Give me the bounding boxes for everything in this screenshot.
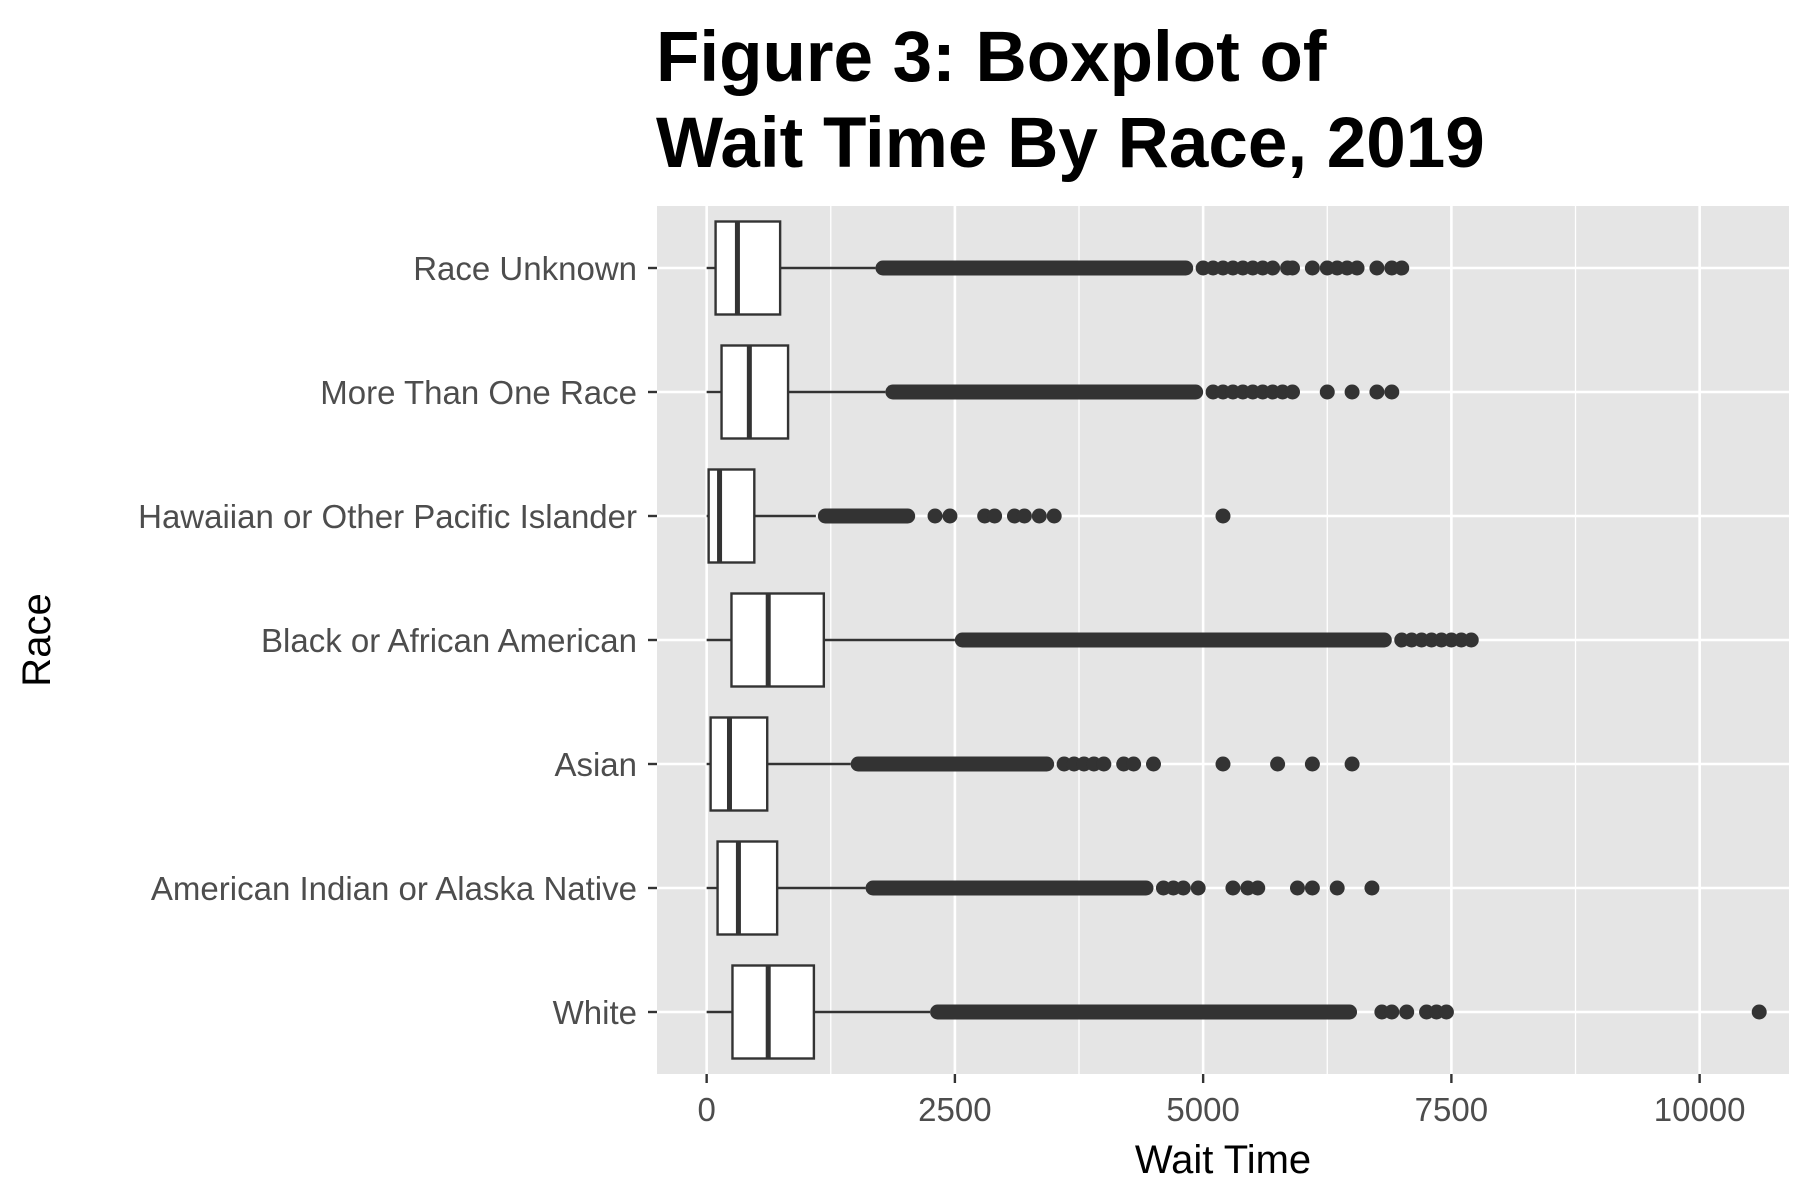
outlier-point xyxy=(1344,384,1360,400)
outlier-cluster xyxy=(885,384,1204,400)
outlier-cluster xyxy=(850,756,1055,772)
outlier-point xyxy=(1304,260,1320,276)
outlier-point xyxy=(1031,508,1047,524)
box-group xyxy=(706,840,1380,936)
outlier-point xyxy=(1190,880,1206,896)
outlier-point xyxy=(1285,384,1301,400)
x-tick-label: 7500 xyxy=(1415,1091,1488,1128)
x-tick-label: 0 xyxy=(697,1091,715,1128)
y-tick-label: White xyxy=(553,994,637,1031)
outlier-cluster xyxy=(930,1004,1358,1020)
x-tick-label: 10000 xyxy=(1654,1091,1746,1128)
box-group xyxy=(706,716,1360,812)
outlier-point xyxy=(1215,508,1231,524)
chart-title-line-2: Wait Time By Race, 2019 xyxy=(656,104,1485,183)
outlier-point xyxy=(1285,260,1301,276)
outlier-point xyxy=(1364,880,1380,896)
outlier-cluster xyxy=(817,508,916,524)
outlier-point xyxy=(1250,880,1266,896)
outlier-point xyxy=(1329,880,1345,896)
outlier-cluster xyxy=(865,880,1154,896)
outlier-point xyxy=(1384,384,1400,400)
box-group xyxy=(706,344,1400,440)
x-tick-label: 5000 xyxy=(1166,1091,1239,1128)
outlier-point xyxy=(1225,880,1241,896)
outlier-point xyxy=(1304,880,1320,896)
outlier-point xyxy=(927,508,943,524)
outlier-point xyxy=(1304,756,1320,772)
outlier-point xyxy=(987,508,1003,524)
x-tick-label: 2500 xyxy=(918,1091,991,1128)
box-group xyxy=(706,964,1767,1060)
iqr-box xyxy=(716,840,779,936)
iqr-box xyxy=(714,220,782,316)
y-tick-label: More Than One Race xyxy=(320,374,637,411)
outlier-point xyxy=(1046,508,1062,524)
outlier-point xyxy=(1384,1004,1400,1020)
iqr-box xyxy=(730,592,826,688)
y-tick-label: American Indian or Alaska Native xyxy=(151,870,637,907)
chart-title-line-1: Figure 3: Boxplot of xyxy=(656,18,1327,97)
outlier-point xyxy=(1349,260,1365,276)
boxes xyxy=(706,220,1767,1060)
iqr-box xyxy=(707,468,756,564)
outlier-point xyxy=(1270,756,1286,772)
y-axis-title: Race xyxy=(15,593,59,686)
outlier-point xyxy=(1096,756,1112,772)
outlier-point xyxy=(1175,880,1191,896)
outlier-point xyxy=(1265,260,1281,276)
y-tick-label: Race Unknown xyxy=(413,250,637,287)
y-tick-label: Black or African American xyxy=(261,622,637,659)
outlier-point xyxy=(1344,756,1360,772)
outlier-cluster xyxy=(954,632,1392,648)
x-axis-title: Wait Time xyxy=(1135,1138,1311,1182)
y-tick-label: Asian xyxy=(554,746,637,783)
iqr-box xyxy=(709,716,769,812)
outlier-point xyxy=(1319,384,1335,400)
outlier-point xyxy=(1145,756,1161,772)
outlier-point xyxy=(1438,1004,1454,1020)
iqr-box xyxy=(731,964,816,1060)
iqr-box xyxy=(720,344,790,440)
box-group xyxy=(706,592,1479,688)
outlier-cluster xyxy=(875,260,1194,276)
outlier-point xyxy=(942,508,958,524)
outlier-point xyxy=(1394,260,1410,276)
box-group xyxy=(706,468,1231,564)
axes: 0 2500 5000 7500 10000 Race Unknown More Than … xyxy=(138,250,1745,1128)
outlier-point xyxy=(1289,880,1305,896)
outlier-point xyxy=(1215,756,1231,772)
y-tick-label: Hawaiian or Other Pacific Islander xyxy=(138,498,637,535)
outlier-point xyxy=(1126,756,1142,772)
outlier-point xyxy=(1369,384,1385,400)
box-group xyxy=(706,220,1410,316)
outlier-point xyxy=(1463,632,1479,648)
outlier-point xyxy=(1399,1004,1415,1020)
outlier-point xyxy=(1751,1004,1767,1020)
outlier-point xyxy=(1369,260,1385,276)
outlier-point xyxy=(1016,508,1032,524)
